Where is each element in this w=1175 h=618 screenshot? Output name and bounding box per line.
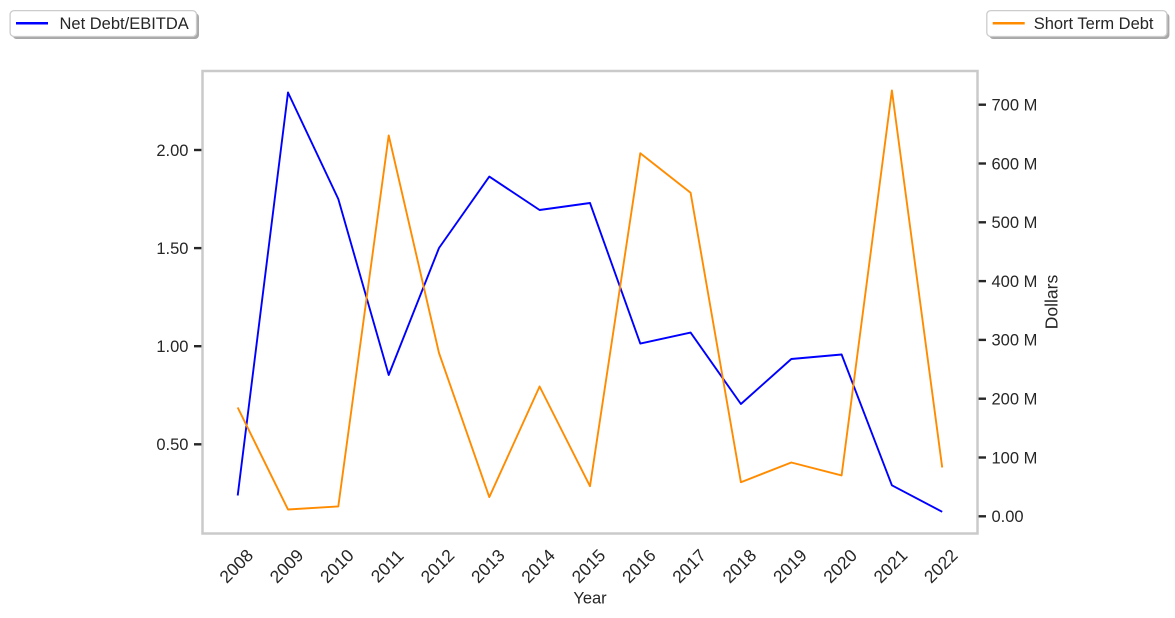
- svg-text:2008: 2008: [215, 545, 257, 587]
- svg-text:2022: 2022: [920, 545, 962, 587]
- svg-text:2009: 2009: [266, 545, 308, 587]
- svg-text:600 M: 600 M: [992, 155, 1038, 173]
- svg-text:Short Term Debt: Short Term Debt: [1034, 15, 1154, 33]
- svg-text:Dollars: Dollars: [1042, 275, 1062, 330]
- svg-text:Net Debt/EBITDA: Net Debt/EBITDA: [60, 15, 189, 33]
- svg-text:200 M: 200 M: [992, 391, 1038, 409]
- svg-text:2011: 2011: [367, 546, 408, 587]
- svg-text:2010: 2010: [316, 545, 358, 587]
- svg-text:400 M: 400 M: [992, 273, 1038, 291]
- svg-text:2017: 2017: [668, 545, 710, 587]
- svg-text:2020: 2020: [819, 545, 861, 587]
- svg-text:2015: 2015: [568, 545, 610, 587]
- svg-text:1.50: 1.50: [156, 240, 188, 258]
- svg-text:300 M: 300 M: [992, 332, 1038, 350]
- svg-text:2014: 2014: [517, 545, 559, 587]
- svg-text:100 M: 100 M: [992, 449, 1038, 467]
- svg-text:1.00: 1.00: [156, 338, 188, 356]
- svg-text:2013: 2013: [467, 545, 509, 587]
- svg-text:2016: 2016: [618, 545, 660, 587]
- svg-text:2021: 2021: [870, 545, 912, 587]
- svg-text:700 M: 700 M: [992, 97, 1038, 115]
- svg-text:0.50: 0.50: [156, 436, 188, 454]
- svg-text:2012: 2012: [417, 545, 459, 587]
- svg-text:2.00: 2.00: [156, 142, 188, 160]
- svg-text:500 M: 500 M: [992, 214, 1038, 232]
- svg-text:Year: Year: [573, 590, 607, 608]
- svg-text:2018: 2018: [719, 545, 761, 587]
- svg-text:2019: 2019: [769, 545, 811, 587]
- svg-text:0.00: 0.00: [992, 508, 1024, 526]
